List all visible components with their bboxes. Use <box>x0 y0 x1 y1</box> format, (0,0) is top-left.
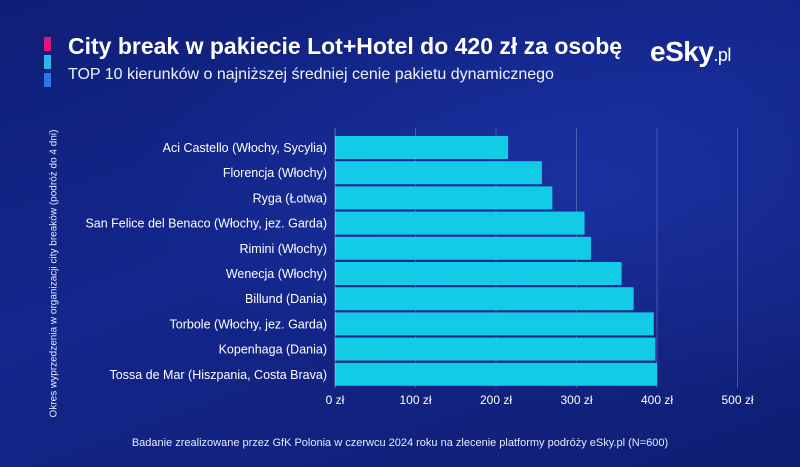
x-tick-label: 400 zł <box>641 393 673 407</box>
category-label: Aci Castello (Włochy, Sycylia) <box>163 141 327 155</box>
category-label: Billund (Dania) <box>245 292 327 306</box>
bar <box>335 287 634 311</box>
bar <box>335 312 654 336</box>
bar <box>335 186 553 210</box>
footer-note: Badanie zrealizowane przez GfK Polonia w… <box>131 437 669 449</box>
x-tick-label: 300 zł <box>560 393 592 407</box>
page-title: City break w pakiecie Lot+Hotel do 420 z… <box>68 33 623 59</box>
x-tick-label: 0 zł <box>326 393 345 407</box>
bar <box>335 236 591 260</box>
x-tick-label: 200 zł <box>480 393 512 407</box>
accent-bar-light-blue <box>44 55 51 69</box>
category-label: Wenecja (Włochy) <box>226 267 327 281</box>
bar <box>335 262 622 285</box>
accent-bars <box>44 37 51 91</box>
esky-logo: eSky.pl <box>650 36 731 68</box>
logo-main: eSky <box>650 36 714 67</box>
category-label: Tossa de Mar (Hiszpania, Costa Brava) <box>110 368 327 382</box>
x-tick-label: 500 zł <box>721 393 753 407</box>
accent-bar-pink <box>44 37 51 51</box>
bar <box>335 136 509 159</box>
bar <box>335 337 656 361</box>
category-label: Ryga (Łotwa) <box>253 191 327 205</box>
page-subtitle: TOP 10 kierunków o najniższej średniej c… <box>68 66 554 83</box>
accent-bar-blue <box>44 73 51 87</box>
bar <box>335 211 585 235</box>
bar <box>335 161 542 185</box>
category-label: Florencja (Włochy) <box>223 166 327 180</box>
category-label: Rimini (Włochy) <box>240 242 328 256</box>
category-label: Kopenhaga (Dania) <box>219 343 327 357</box>
bar <box>335 362 657 386</box>
x-tick-label: 100 zł <box>399 393 431 407</box>
logo-suffix: .pl <box>713 45 731 65</box>
category-label: Torbole (Włochy, jez. Garda) <box>170 317 327 331</box>
category-label: San Felice del Benaco (Włochy, jez. Gard… <box>85 217 327 231</box>
